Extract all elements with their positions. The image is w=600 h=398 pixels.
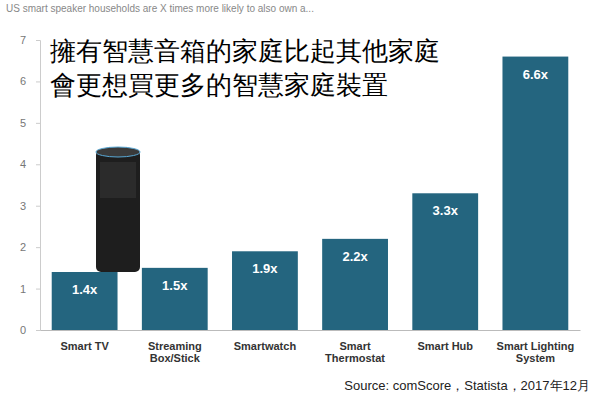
y-tick-label: 6	[20, 75, 26, 87]
x-tick-label: Smartwatch	[234, 340, 297, 352]
y-axis: 0 1 2 3 4 5 6 7	[20, 34, 41, 336]
source: Source: comScore，Statista，2017年12月	[344, 378, 590, 393]
y-tick: 2	[20, 241, 40, 253]
x-axis-line	[41, 330, 581, 331]
data-label: 3.3x	[433, 203, 459, 218]
y-tick-label: 4	[20, 158, 26, 170]
y-tick-mark	[36, 247, 40, 248]
y-tick: 5	[20, 117, 40, 129]
y-tick-mark	[36, 164, 40, 165]
title: 擁有智慧音箱的家庭比起其他家庭會更想買更多的智慧家庭裝置	[50, 36, 440, 100]
x-tick-label: Smart LightingSystem	[497, 340, 575, 364]
x-tick: Smart Hub	[417, 340, 473, 352]
y-tick: 0	[20, 324, 40, 336]
speaker-body	[96, 150, 140, 272]
y-tick-mark	[36, 81, 40, 82]
y-tick: 7	[20, 34, 40, 46]
y-tick-mark	[36, 40, 40, 41]
y-tick-mark	[36, 206, 40, 207]
y-tick-label: 7	[20, 34, 26, 46]
x-tick: Smart LightingSystem	[497, 340, 575, 364]
x-tick-label-line: System	[516, 352, 555, 364]
speaker-top	[96, 147, 140, 157]
y-tick-mark	[36, 123, 40, 124]
bar	[412, 193, 478, 330]
y-tick-label: 5	[20, 117, 26, 129]
bar	[322, 239, 388, 330]
x-tick-label: SmartThermostat	[325, 340, 385, 364]
bar	[502, 57, 568, 330]
x-tick: SmartThermostat	[325, 340, 385, 364]
x-tick-label-line: Smart TV	[60, 340, 109, 352]
subtitle: US smart speaker households are X times …	[6, 3, 314, 14]
x-tick: StreamingBox/Stick	[148, 340, 202, 364]
bar	[52, 272, 118, 330]
y-tick: 6	[20, 75, 40, 87]
x-tick: Smartwatch	[234, 340, 297, 352]
x-tick: Smart TV	[60, 340, 109, 352]
x-tick-label-line: Smart Hub	[417, 340, 473, 352]
data-label: 1.5x	[162, 278, 188, 293]
y-tick-label: 2	[20, 241, 26, 253]
data-label: 1.9x	[252, 261, 278, 276]
title-line: 會更想買更多的智慧家庭裝置	[50, 70, 388, 100]
y-tick-label: 3	[20, 200, 26, 212]
y-tick-label: 0	[20, 324, 26, 336]
title-line: 擁有智慧音箱的家庭比起其他家庭	[50, 36, 440, 66]
y-tick: 3	[20, 200, 40, 212]
x-tick-label-line: Streaming	[148, 340, 202, 352]
speaker-illustration	[96, 147, 140, 272]
data-label: 2.2x	[342, 249, 368, 264]
x-tick-label-line: Thermostat	[325, 352, 385, 364]
data-labels: 1.4x 1.5x 1.9x 2.2x 3.3x 6.6x	[72, 67, 549, 297]
y-tick-mark	[36, 330, 40, 331]
y-tick: 4	[20, 158, 40, 170]
y-tick-label: 1	[20, 283, 26, 295]
x-tick-label: Smart Hub	[417, 340, 473, 352]
y-tick-mark	[36, 289, 40, 290]
x-tick-label: StreamingBox/Stick	[148, 340, 202, 364]
data-label: 6.6x	[523, 67, 549, 82]
y-axis-line	[36, 41, 41, 331]
x-axis: Smart TV StreamingBox/Stick Smartwatch Smar…	[41, 331, 581, 364]
y-tick: 1	[20, 283, 40, 295]
bar	[142, 268, 208, 330]
x-tick-label-line: Smartwatch	[234, 340, 297, 352]
x-tick-label-line: Smart Lighting	[497, 340, 575, 352]
x-tick-label-line: Box/Stick	[150, 352, 201, 364]
chart: 0 1 2 3 4 5 6 7 Smart TV StreamingBox/Stick Smartw…	[0, 0, 600, 398]
speaker-grille	[100, 162, 136, 198]
x-tick-label: Smart TV	[60, 340, 109, 352]
bar	[232, 251, 298, 330]
data-label: 1.4x	[72, 282, 98, 297]
x-tick-label-line: Smart	[339, 340, 371, 352]
plot-area: 0 1 2 3 4 5 6 7 Smart TV StreamingBox/Stick Smartw…	[20, 34, 581, 364]
